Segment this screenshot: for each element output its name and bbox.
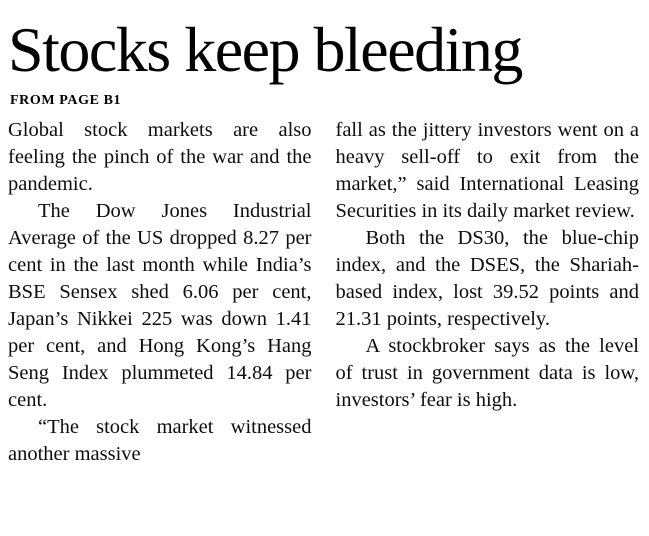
- column-left: Global stock markets are also feeling th…: [8, 117, 312, 468]
- article-body: Global stock markets are also feeling th…: [8, 117, 639, 468]
- newspaper-article: Stocks keep bleeding FROM PAGE B1 Global…: [8, 14, 639, 468]
- paragraph: fall as the jittery investors went on a …: [335, 119, 640, 223]
- headline: Stocks keep bleeding: [8, 14, 523, 85]
- paragraph: “The stock market witnessed another mass…: [8, 416, 312, 466]
- column-right: fall as the jittery investors went on a …: [336, 117, 640, 468]
- paragraph: A stockbroker says as the level of trust…: [335, 335, 640, 412]
- paragraph: Both the DS30, the blue-chip index, and …: [335, 227, 640, 331]
- paragraph: The Dow Jones Industrial Average of the …: [8, 200, 312, 412]
- paragraph: Global stock markets are also feeling th…: [8, 119, 312, 196]
- kicker-from-page: FROM PAGE B1: [10, 93, 122, 109]
